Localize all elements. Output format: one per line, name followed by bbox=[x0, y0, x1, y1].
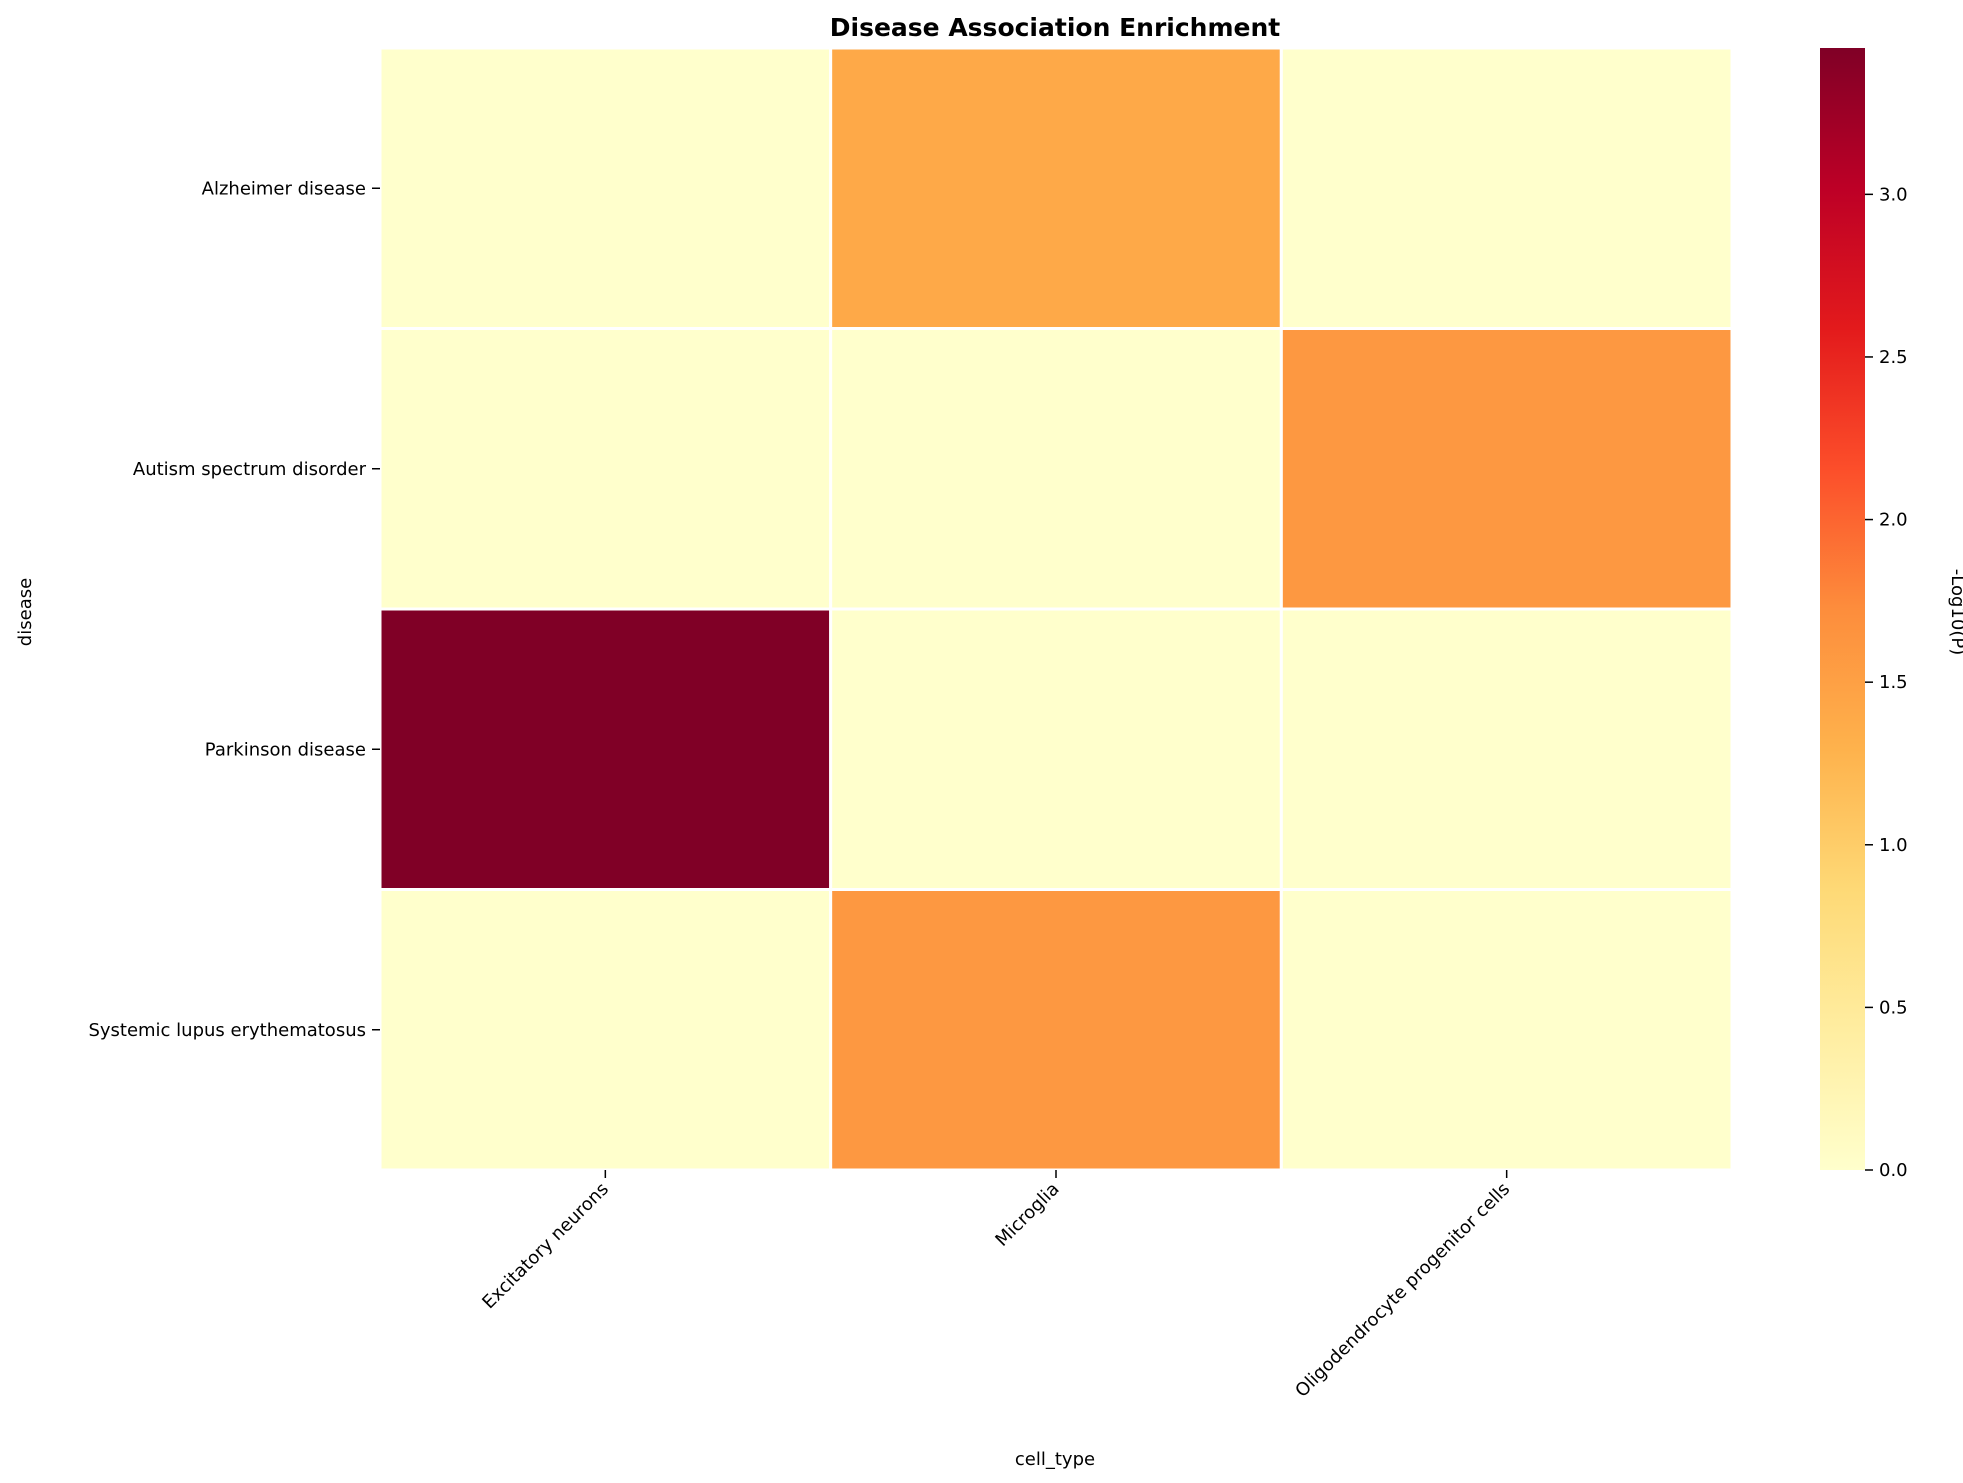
colorbar-tick-label: 1.0 bbox=[1879, 835, 1908, 856]
heatmap-cell bbox=[829, 46, 1283, 330]
x-axis-label: cell_type bbox=[1015, 1449, 1095, 1470]
x-tick-label: Oligodendrocyte progenitor cells bbox=[1291, 1179, 1514, 1402]
heatmap-cells bbox=[378, 46, 1734, 1172]
heatmap-cell bbox=[378, 327, 833, 611]
y-tick-label: Parkinson disease bbox=[205, 739, 366, 760]
colorbar-tick-label: 0.0 bbox=[1879, 1160, 1908, 1181]
heatmap-cell bbox=[1279, 888, 1734, 1172]
x-tick-label: Microglia bbox=[991, 1179, 1063, 1251]
colorbar-ticks: 0.0 0.5 1.0 1.5 2.0 2.5 3.0 bbox=[1865, 184, 1908, 1181]
heatmap-cell bbox=[829, 327, 1283, 611]
y-axis-ticks: Alzheimer disease Autism spectrum disorde… bbox=[88, 178, 380, 1041]
colorbar-tick-label: 1.5 bbox=[1879, 672, 1908, 693]
heatmap-cell bbox=[378, 46, 833, 330]
colorbar-tick-label: 2.5 bbox=[1879, 347, 1908, 368]
y-tick-label: Alzheimer disease bbox=[202, 178, 366, 199]
heatmap-cell bbox=[1279, 607, 1734, 891]
heatmap-cell bbox=[829, 607, 1283, 891]
colorbar-tick-label: 3.0 bbox=[1879, 184, 1908, 205]
colorbar-tick-label: 0.5 bbox=[1879, 997, 1908, 1018]
heatmap-cell bbox=[378, 888, 833, 1172]
heatmap-cell bbox=[1279, 46, 1734, 330]
colorbar bbox=[1820, 48, 1865, 1170]
y-tick-label: Autism spectrum disorder bbox=[133, 459, 367, 480]
colorbar-label: -Log10(P) bbox=[1947, 569, 1963, 655]
x-axis-ticks: Excitatory neurons Microglia Oligodendrocy… bbox=[478, 1170, 1514, 1402]
y-axis-label: disease bbox=[15, 578, 36, 646]
heatmap-cell bbox=[378, 607, 833, 891]
x-tick-label: Excitatory neurons bbox=[478, 1179, 613, 1314]
colorbar-tick-label: 2.0 bbox=[1879, 510, 1908, 531]
y-tick-label: Systemic lupus erythematosus bbox=[88, 1020, 366, 1041]
chart-title: Disease Association Enrichment bbox=[830, 13, 1281, 42]
heatmap-cell bbox=[829, 888, 1283, 1172]
heatmap-cell bbox=[1279, 327, 1734, 611]
